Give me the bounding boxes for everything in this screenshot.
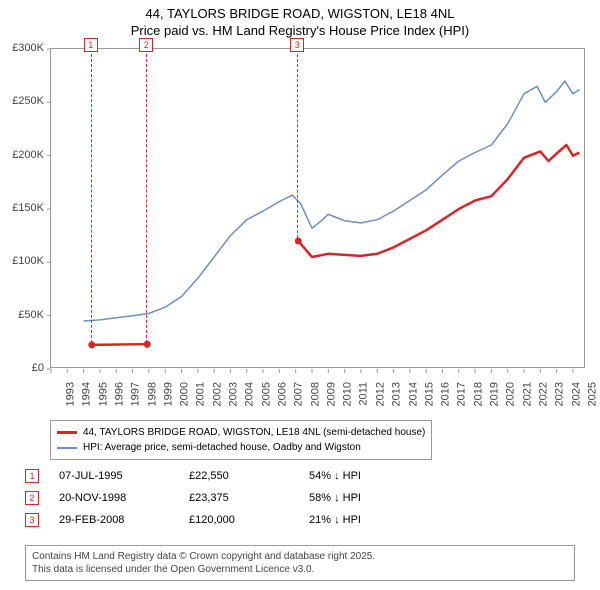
x-tick-label: 2015 [423,382,435,406]
sale-hpi-delta: 58% ↓ HPI [309,492,429,504]
sale-hpi-delta: 21% ↓ HPI [309,514,429,526]
x-tick-label: 2013 [391,382,403,406]
sale-date: 20-NOV-1998 [59,492,189,504]
sale-price: £22,550 [189,470,309,482]
y-tick-label: £100K [0,255,44,267]
x-tick-label: 2001 [195,382,207,406]
legend: 44, TAYLORS BRIDGE ROAD, WIGSTON, LE18 4… [50,420,432,460]
y-tick-label: £150K [0,202,44,214]
x-tick-label: 2000 [179,382,191,406]
x-tick-label: 2023 [554,382,566,406]
x-tick-label: 2002 [211,382,223,406]
y-tick-label: £300K [0,42,44,54]
x-tick-label: 2025 [586,382,598,406]
sale-marker-line [91,54,92,348]
x-tick-label: 1993 [64,382,76,406]
x-tick-label: 2006 [277,382,289,406]
x-tick-label: 2022 [538,382,550,406]
plot-area [50,48,585,368]
sale-marker-box: 3 [25,513,39,527]
sales-row: 3 29-FEB-2008£120,00021% ↓ HPI [25,509,429,531]
x-tick-label: 1995 [97,382,109,406]
chart-container: 44, TAYLORS BRIDGE ROAD, WIGSTON, LE18 4… [0,0,600,590]
x-tick-label: 1998 [146,382,158,406]
sale-price: £23,375 [189,492,309,504]
sale-marker-line [297,54,298,243]
legend-swatch [57,447,77,449]
x-tick-label: 2014 [407,382,419,406]
x-tick-label: 1997 [130,382,142,406]
legend-label: HPI: Average price, semi-detached house,… [83,440,361,455]
legend-swatch [57,431,77,434]
x-tick-label: 2011 [357,382,369,406]
x-tick-label: 1996 [113,382,125,406]
x-tick-label: 2007 [293,382,305,406]
x-tick-label: 2012 [374,382,386,406]
sale-marker-box: 1 [84,38,98,52]
x-tick-label: 2010 [342,382,354,406]
sale-marker-box: 2 [25,491,39,505]
sales-table: 1 07-JUL-1995£22,55054% ↓ HPI 2 20-NOV-1998… [25,465,429,531]
sale-price: £120,000 [189,514,309,526]
footer-line-2: This data is licensed under the Open Gov… [32,563,568,576]
plot-svg [51,49,586,369]
x-tick-label: 2016 [440,382,452,406]
x-tick-label: 2018 [472,382,484,406]
x-tick-label: 1999 [162,382,174,406]
x-tick-label: 2024 [570,382,582,406]
y-tick-label: £50K [0,309,44,321]
x-tick-label: 2021 [521,382,533,406]
sales-row: 2 20-NOV-1998£23,37558% ↓ HPI [25,487,429,509]
legend-label: 44, TAYLORS BRIDGE ROAD, WIGSTON, LE18 4… [83,425,425,440]
x-tick-label: 2020 [505,382,517,406]
x-tick-label: 2019 [489,382,501,406]
legend-row: HPI: Average price, semi-detached house,… [57,440,425,455]
chart-title: 44, TAYLORS BRIDGE ROAD, WIGSTON, LE18 4… [0,0,600,40]
x-tick-label: 1994 [81,382,93,406]
title-line-1: 44, TAYLORS BRIDGE ROAD, WIGSTON, LE18 4… [0,6,600,23]
y-tick-label: £200K [0,149,44,161]
x-tick-label: 2008 [309,382,321,406]
x-tick-label: 2004 [244,382,256,406]
y-tick-label: £0 [0,362,44,374]
sale-hpi-delta: 54% ↓ HPI [309,470,429,482]
sales-row: 1 07-JUL-1995£22,55054% ↓ HPI [25,465,429,487]
footer-line-1: Contains HM Land Registry data © Crown c… [32,550,568,563]
sale-marker-box: 1 [25,469,39,483]
legend-row: 44, TAYLORS BRIDGE ROAD, WIGSTON, LE18 4… [57,425,425,440]
x-tick-label: 2005 [260,382,272,406]
x-tick-label: 2017 [456,382,468,406]
sale-marker-line [146,54,147,348]
footer-attribution: Contains HM Land Registry data © Crown c… [25,545,575,581]
x-tick-label: 2009 [325,382,337,406]
x-tick-label: 2003 [228,382,240,406]
sale-marker-box: 2 [139,38,153,52]
sale-date: 07-JUL-1995 [59,470,189,482]
y-tick-label: £250K [0,95,44,107]
sale-date: 29-FEB-2008 [59,514,189,526]
sale-marker-box: 3 [290,38,304,52]
